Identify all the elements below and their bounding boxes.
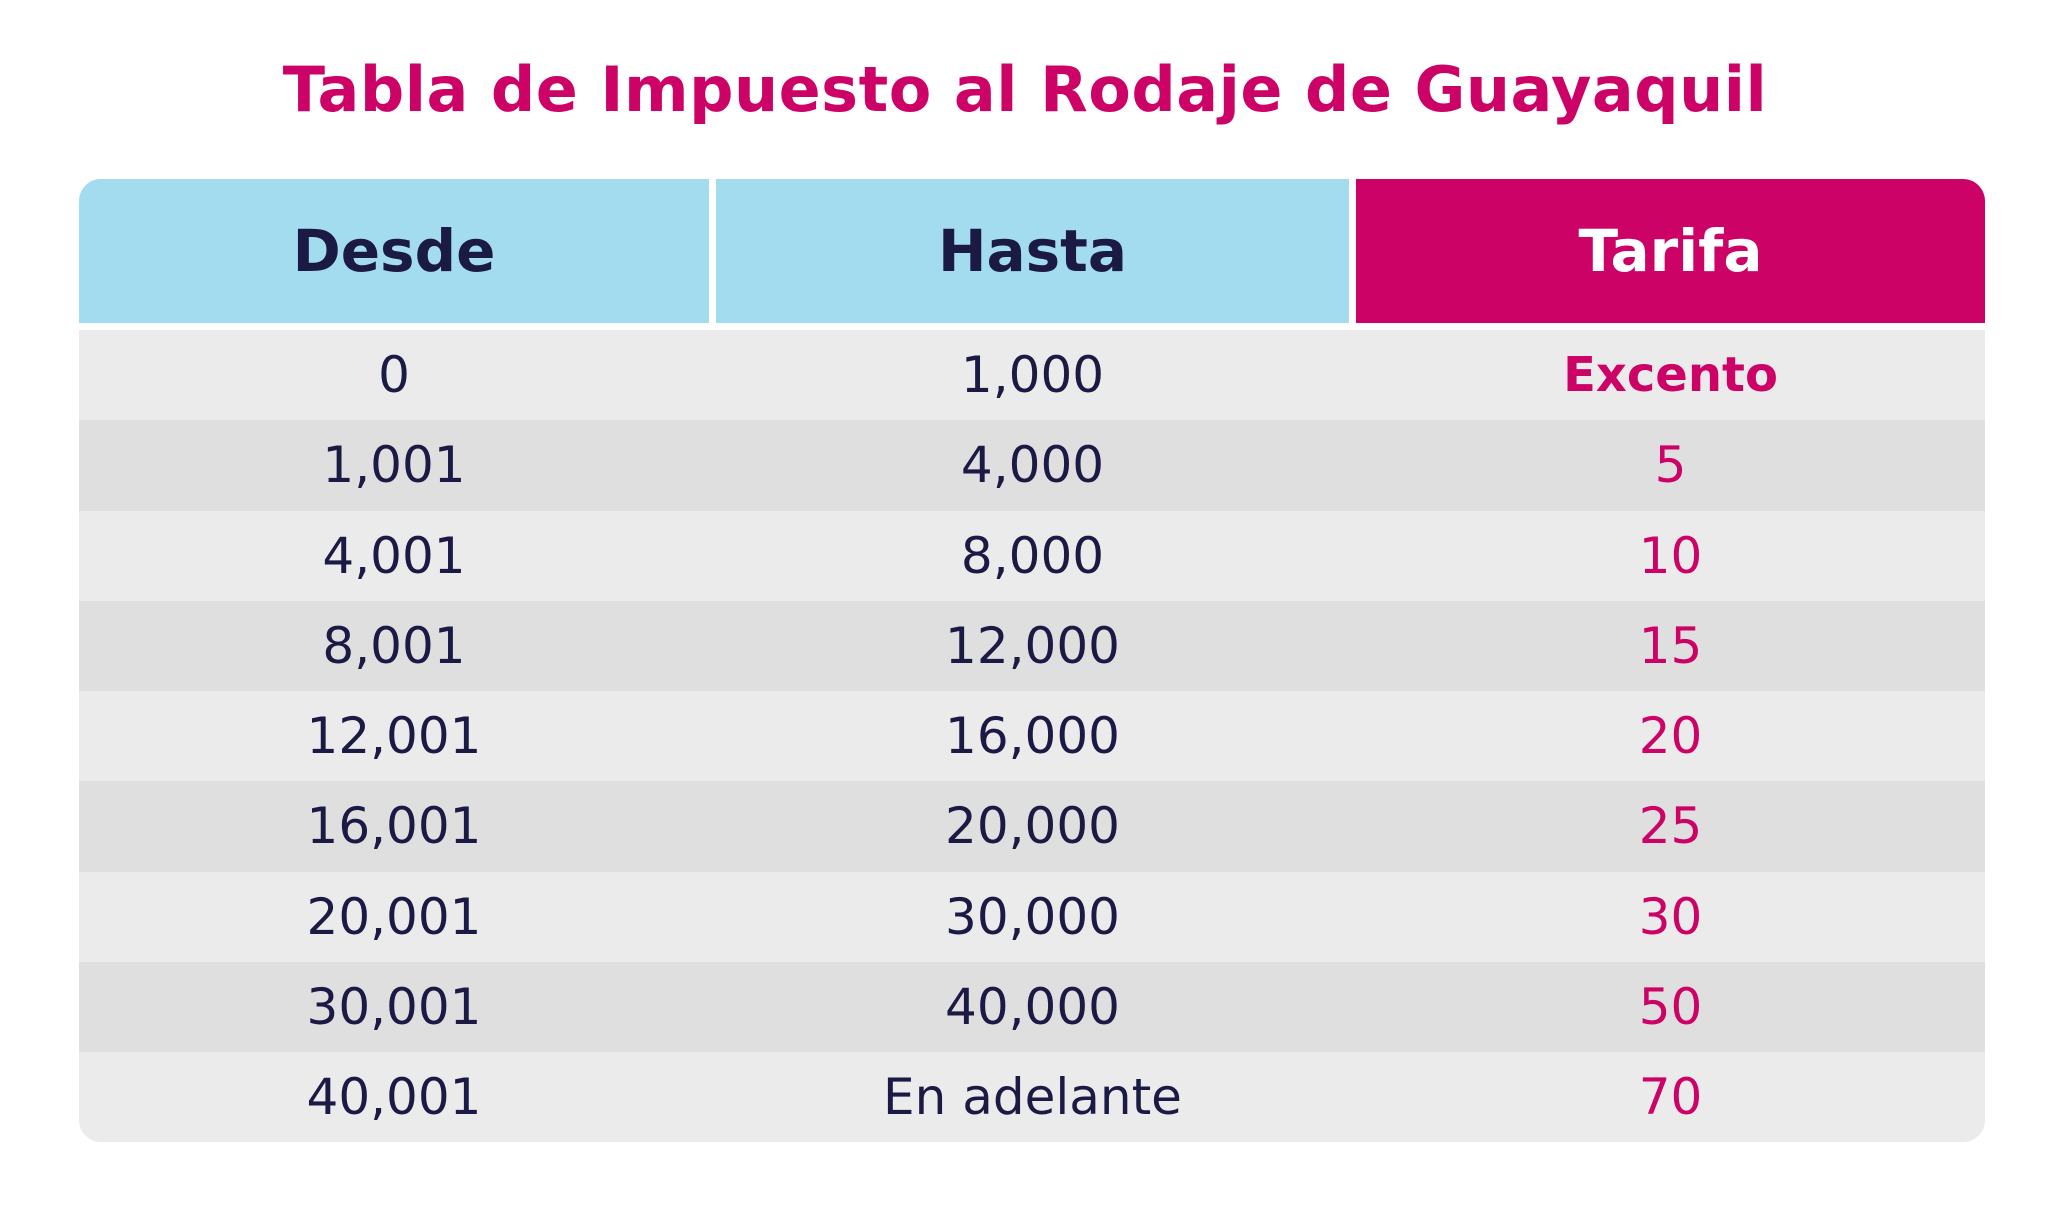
cell-desde: 30,001 bbox=[306, 978, 482, 1037]
cell-desde: 0 bbox=[378, 346, 410, 404]
tax-table: Desde Hasta Tarifa 0 1,000 Excento 1,001… bbox=[79, 179, 1985, 1142]
table-row: 16,001 20,000 25 bbox=[79, 781, 1985, 872]
cell-hasta: 8,000 bbox=[960, 526, 1105, 585]
table-row: 40,001 En adelante 70 bbox=[79, 1052, 1985, 1142]
cell-hasta: 30,000 bbox=[945, 887, 1120, 946]
cell-tarifa: 5 bbox=[1654, 436, 1687, 495]
header-divider bbox=[709, 179, 716, 323]
cell-tarifa: 15 bbox=[1638, 616, 1703, 675]
cell-tarifa: 70 bbox=[1638, 1068, 1703, 1127]
header-hasta: Hasta bbox=[716, 179, 1349, 323]
cell-desde: 4,001 bbox=[322, 526, 466, 585]
cell-hasta: 1,000 bbox=[960, 346, 1105, 404]
table-row: 1,001 4,000 5 bbox=[79, 420, 1985, 511]
cell-hasta: 40,000 bbox=[945, 978, 1120, 1037]
header-tarifa: Tarifa bbox=[1356, 179, 1985, 323]
header-divider bbox=[1349, 179, 1356, 323]
table-row: 20,001 30,000 30 bbox=[79, 871, 1985, 963]
cell-hasta: 4,000 bbox=[960, 436, 1105, 495]
header-separator bbox=[79, 323, 1985, 330]
page-title: Tabla de Impuesto al Rodaje de Guayaquil bbox=[282, 53, 1768, 126]
table-row: 0 1,000 Excento bbox=[79, 330, 1985, 421]
cell-hasta: 12,000 bbox=[945, 616, 1120, 675]
header-desde: Desde bbox=[79, 179, 709, 323]
cell-tarifa: 30 bbox=[1638, 887, 1703, 946]
cell-tarifa: 10 bbox=[1638, 526, 1703, 585]
table-row: 12,001 16,000 20 bbox=[79, 691, 1985, 782]
cell-tarifa: Excento bbox=[1563, 347, 1778, 403]
cell-hasta: En adelante bbox=[883, 1068, 1182, 1127]
cell-tarifa: 50 bbox=[1638, 978, 1703, 1037]
table-row: 4,001 8,000 10 bbox=[79, 510, 1985, 601]
cell-desde: 8,001 bbox=[322, 616, 466, 675]
cell-desde: 16,001 bbox=[306, 797, 482, 856]
cell-desde: 40,001 bbox=[306, 1068, 482, 1127]
table-body: 0 1,000 Excento 1,001 4,000 5 4,001 8,00… bbox=[79, 330, 1985, 1142]
cell-desde: 12,001 bbox=[306, 707, 482, 766]
cell-hasta: 16,000 bbox=[945, 707, 1120, 766]
table-row: 30,001 40,000 50 bbox=[79, 962, 1985, 1053]
cell-tarifa: 25 bbox=[1638, 797, 1703, 856]
cell-tarifa: 20 bbox=[1638, 707, 1703, 766]
table-row: 8,001 12,000 15 bbox=[79, 600, 1985, 692]
cell-hasta: 20,000 bbox=[945, 797, 1120, 856]
cell-desde: 20,001 bbox=[306, 887, 482, 946]
table-header-row: Desde Hasta Tarifa bbox=[79, 179, 1985, 323]
cell-desde: 1,001 bbox=[322, 436, 466, 495]
